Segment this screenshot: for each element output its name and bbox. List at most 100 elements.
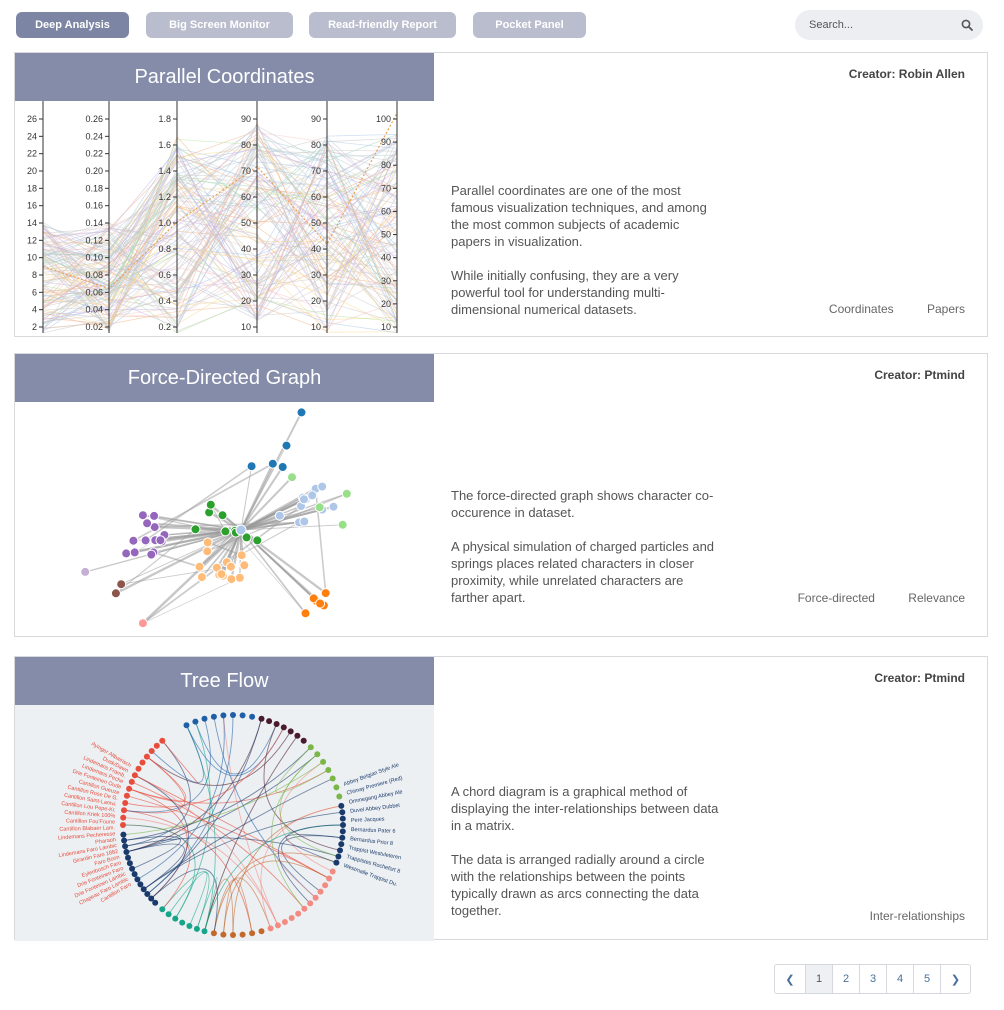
chord: [168, 871, 208, 927]
page-2-button[interactable]: 2: [832, 965, 859, 993]
edge: [115, 528, 196, 594]
graph-node: [225, 561, 236, 572]
data-line: [42, 154, 398, 302]
tick-label: 30: [241, 270, 251, 280]
chord-node: [131, 871, 138, 878]
graph-node: [217, 510, 228, 521]
card-thumbnail[interactable]: Parallel Coordinates 26 24 22 20 18 16 14 12 10 8…: [15, 53, 434, 333]
tick-label: 1.8: [158, 114, 171, 124]
tick-label: 2: [32, 322, 37, 332]
data-line: [42, 151, 398, 329]
force-directed-graph-chart: [80, 407, 352, 629]
chord: [213, 852, 337, 934]
chord-node: [339, 809, 346, 816]
chord: [194, 721, 278, 775]
chord-node: [193, 925, 200, 932]
graph-node: [142, 518, 153, 529]
tab-big-screen-monitor[interactable]: Big Screen Monitor: [146, 12, 293, 38]
tick-label: 10: [27, 253, 37, 263]
description-paragraph: The data is arranged radially around a c…: [451, 852, 705, 918]
node-group: [80, 407, 352, 629]
card-tree-flow[interactable]: Tree Flow Ayinger Altbairisch Dusk/Dawn Li…: [14, 656, 988, 941]
card-thumbnail[interactable]: Force-Directed Graph: [15, 354, 434, 629]
search-icon[interactable]: [961, 19, 973, 31]
graph-node: [299, 516, 310, 527]
page-1-button[interactable]: 1: [805, 965, 832, 993]
polyline-group: [42, 112, 398, 333]
tick-label: 40: [381, 253, 391, 263]
next-page-button[interactable]: ❯: [940, 965, 970, 993]
edge: [240, 529, 307, 614]
chord: [186, 725, 285, 777]
tick-label: 70: [311, 166, 321, 176]
chord: [123, 817, 279, 926]
card-thumbnail[interactable]: Tree Flow Ayinger Altbairisch Dusk/Dawn Li…: [15, 657, 434, 941]
tab-read-friendly-report[interactable]: Read-friendly Report: [309, 12, 456, 38]
chord: [271, 753, 318, 909]
tick-label: 6: [32, 287, 37, 297]
data-line: [42, 154, 398, 254]
tick-label: 0.22: [85, 149, 103, 159]
page-3-button[interactable]: 3: [859, 965, 886, 993]
chord-node: [220, 931, 227, 938]
data-line: [42, 164, 398, 328]
chord-node: [329, 775, 336, 782]
graph-node: [281, 440, 292, 451]
tick-label: 0.24: [85, 131, 103, 141]
chord: [137, 715, 225, 880]
tab-deep-analysis[interactable]: Deep Analysis: [16, 12, 129, 38]
chord: [123, 809, 253, 934]
tick-label: 0.04: [85, 305, 103, 315]
tick-label: 0.14: [85, 218, 103, 228]
chord-node: [144, 891, 151, 897]
prev-page-button[interactable]: ❮: [785, 973, 795, 986]
tag-papers[interactable]: Papers: [926, 302, 965, 316]
tag-relevance[interactable]: Relevance: [908, 591, 965, 605]
chord-node: [317, 888, 324, 895]
data-line: [42, 127, 398, 277]
data-line: [42, 137, 398, 246]
chord-node: [239, 712, 246, 719]
card-tags: Force-directed Relevance: [768, 591, 965, 605]
search-input[interactable]: [809, 16, 949, 34]
graph-node: [317, 481, 328, 492]
tag-force-directed[interactable]: Force-directed: [797, 591, 875, 605]
chord-node: [294, 732, 301, 739]
data-line: [42, 267, 398, 327]
chord-node: [201, 928, 208, 935]
chord: [125, 837, 339, 857]
tab-pocket-panel[interactable]: Pocket Panel: [473, 12, 586, 38]
data-line: [42, 201, 398, 271]
chord-node: [266, 718, 273, 725]
chord: [196, 877, 218, 932]
card-title[interactable]: Parallel Coordinates: [15, 53, 434, 101]
tick-label: 1.4: [158, 166, 171, 176]
tag-inter-relationships[interactable]: Inter-relationships: [869, 909, 965, 923]
chord-node: [126, 860, 133, 867]
card-description: The force-directed graph shows character…: [451, 487, 721, 623]
graph-node: [194, 561, 205, 572]
chord: [280, 761, 333, 872]
tick-label: 70: [241, 166, 251, 176]
card-force-directed-graph[interactable]: Force-Directed Graph Creator: Ptmind The…: [14, 353, 988, 637]
data-line: [42, 258, 398, 324]
data-line: [42, 257, 398, 333]
page-5-button[interactable]: 5: [913, 965, 940, 993]
page-4-button[interactable]: 4: [886, 965, 913, 993]
tick-label: 0.20: [85, 166, 103, 176]
data-line: [42, 169, 398, 320]
card-creator: Creator: Ptmind: [874, 368, 965, 382]
data-line: [42, 138, 398, 314]
chord-node: [140, 886, 147, 893]
card-title[interactable]: Tree Flow: [15, 657, 434, 705]
pagination: ❮ 1 2 3 4 5 ❯: [774, 964, 971, 994]
graph-node: [308, 593, 319, 604]
tag-coordinates[interactable]: Coordinates: [828, 302, 894, 316]
description-paragraph: A physical simulation of charged particl…: [451, 539, 715, 605]
card-title[interactable]: Force-Directed Graph: [15, 354, 434, 402]
tick-label: 26: [27, 114, 37, 124]
data-line: [42, 245, 398, 303]
graph-node: [146, 549, 157, 560]
chord: [126, 843, 185, 890]
card-parallel-coordinates[interactable]: Parallel Coordinates 26 24 22 20 18 16 14 12 10 8…: [14, 52, 988, 337]
